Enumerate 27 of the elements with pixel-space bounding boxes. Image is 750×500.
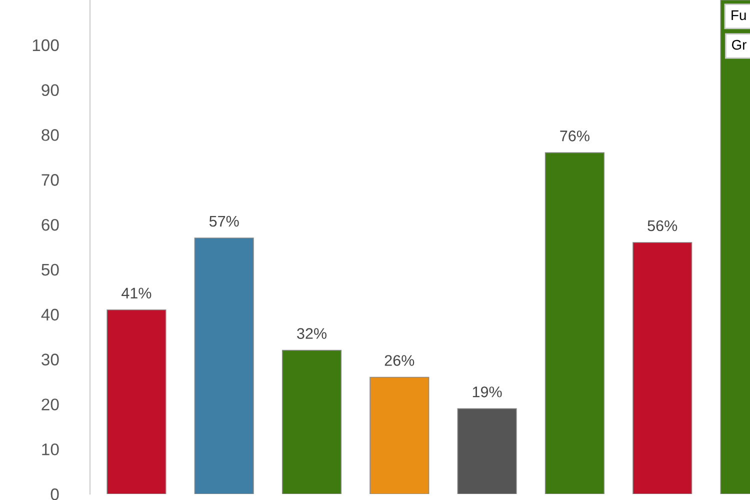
bar (106, 309, 166, 494)
y-tick-label: 10 (42, 443, 59, 456)
data-label: 19% (472, 386, 502, 398)
y-tick-label: 100 (32, 39, 59, 52)
y-tick-label: 40 (41, 308, 59, 321)
y-tick-label: 70 (42, 174, 59, 186)
bar (370, 376, 430, 494)
y-tick-label: 20 (42, 398, 59, 410)
y-tick-label: 30 (42, 354, 59, 366)
data-label: 76% (560, 130, 590, 142)
data-label: 32% (297, 328, 326, 339)
annotation: Gr (732, 40, 746, 50)
y-tick-label: 60 (42, 218, 59, 231)
data-label: 56% (648, 220, 678, 232)
bar (457, 408, 517, 494)
bar (194, 238, 254, 494)
annotation: Fu (732, 10, 746, 20)
y-tick-label: 50 (42, 264, 59, 276)
data-label: 41% (122, 288, 152, 298)
y-tick-label: 0 (50, 488, 59, 500)
bar (544, 152, 604, 494)
y-tick-label: 80 (42, 129, 59, 141)
data-label: 26% (384, 355, 414, 366)
data-label: 57% (209, 216, 239, 227)
bar (632, 242, 692, 494)
y-tick-label: 90 (42, 84, 59, 96)
bar (282, 350, 342, 494)
